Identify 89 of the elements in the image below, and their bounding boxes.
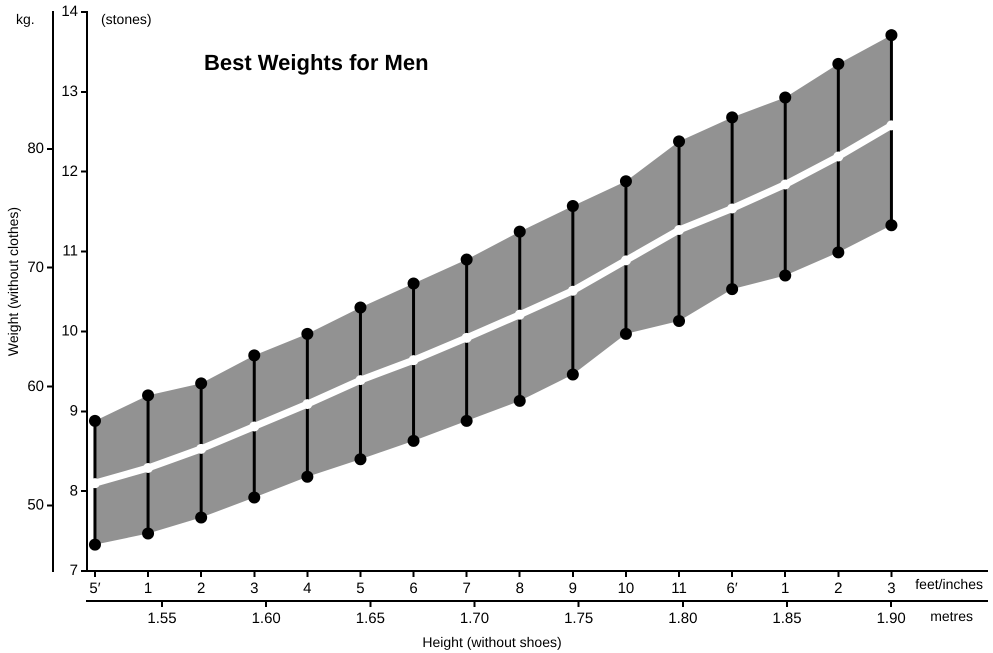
y2-tick-label: 60 xyxy=(27,378,44,395)
point xyxy=(301,470,314,483)
point xyxy=(620,328,632,340)
point xyxy=(726,283,738,296)
point xyxy=(674,225,684,236)
x-tick-label: 9 xyxy=(568,580,578,598)
y2-tick-label: 50 xyxy=(27,496,44,514)
point xyxy=(196,444,206,454)
point xyxy=(462,332,472,343)
x-tick-label: 10 xyxy=(618,580,634,598)
point xyxy=(568,286,578,296)
y-tick-label: 12 xyxy=(61,162,78,180)
point xyxy=(460,414,473,427)
x-tick-label: 11 xyxy=(671,580,687,598)
point xyxy=(832,246,844,258)
x-tick-label: 8 xyxy=(516,580,524,598)
x-tick-label: 1 xyxy=(144,580,152,598)
x2-axis-title: metres xyxy=(930,608,973,624)
point xyxy=(514,310,525,320)
y-tick-label: 13 xyxy=(61,83,78,100)
y2-tick-label: 70 xyxy=(27,258,44,276)
x-tick-label: 2 xyxy=(196,580,206,598)
x-tick-label: 2 xyxy=(834,580,842,598)
x-axis-title: feet/inches xyxy=(915,576,983,592)
x2-tick-label: 1.70 xyxy=(460,610,490,628)
point xyxy=(88,414,101,427)
point xyxy=(355,375,366,386)
x2-tick-label: 1.85 xyxy=(772,610,802,628)
x2-tick-label: 1.80 xyxy=(668,610,698,628)
y-tick-label: 8 xyxy=(70,482,78,500)
point xyxy=(885,29,898,42)
point xyxy=(673,135,686,148)
point xyxy=(248,492,260,504)
point xyxy=(142,527,154,540)
point xyxy=(620,255,631,266)
x-tick-label: 5′ xyxy=(89,580,101,598)
point xyxy=(408,434,420,447)
y-tick-label: 14 xyxy=(61,3,78,20)
x-tick-label: 6 xyxy=(409,580,418,598)
x-tick-label: 6′ xyxy=(726,580,738,598)
point xyxy=(833,152,844,162)
point xyxy=(566,200,579,212)
point xyxy=(142,389,154,402)
point xyxy=(88,538,101,551)
x-tick-label: 1 xyxy=(781,580,790,598)
x-tick-label: 3 xyxy=(887,580,896,598)
x2-tick-label: 1.55 xyxy=(147,610,177,628)
x-tick-label: 7 xyxy=(462,580,471,598)
y2-axis-title: kg. xyxy=(16,10,35,27)
text: Weight (without clothes) xyxy=(4,206,21,356)
point xyxy=(620,175,632,188)
x-tick-label: 5 xyxy=(356,580,365,598)
point xyxy=(460,254,473,266)
x2-tick-label: 1.75 xyxy=(564,610,594,628)
y-axis-title: (stones) xyxy=(101,10,152,27)
point xyxy=(301,328,314,340)
point xyxy=(195,511,208,524)
x2-tick-label: 1.65 xyxy=(356,610,385,628)
point xyxy=(408,355,419,366)
x-tick-label: 3 xyxy=(250,580,258,598)
point xyxy=(143,462,154,473)
y-tick-label: 10 xyxy=(61,322,78,340)
point xyxy=(780,179,790,190)
point xyxy=(249,421,260,432)
point xyxy=(779,270,792,282)
text: Best Weights for Men xyxy=(204,50,429,76)
point xyxy=(885,219,898,232)
x2-tick-label: 1.90 xyxy=(876,610,906,628)
x2-tick-label: 1.60 xyxy=(252,610,281,628)
point xyxy=(727,203,738,214)
point xyxy=(354,301,366,314)
point xyxy=(514,226,526,238)
point xyxy=(779,91,792,104)
point xyxy=(354,453,366,466)
point xyxy=(248,349,260,362)
point xyxy=(566,368,579,381)
y-tick-label: 11 xyxy=(62,242,78,260)
x-tick-label: 4 xyxy=(303,580,312,598)
text: Height (without shoes) xyxy=(422,634,562,650)
y-tick-label: 7 xyxy=(70,562,78,580)
point xyxy=(673,315,686,328)
point xyxy=(302,399,312,410)
y2-tick-label: 80 xyxy=(27,140,44,157)
point xyxy=(514,394,526,407)
point xyxy=(832,58,844,70)
y-tick-label: 9 xyxy=(70,402,78,420)
point xyxy=(408,278,420,290)
point xyxy=(726,111,738,124)
point xyxy=(195,377,208,390)
